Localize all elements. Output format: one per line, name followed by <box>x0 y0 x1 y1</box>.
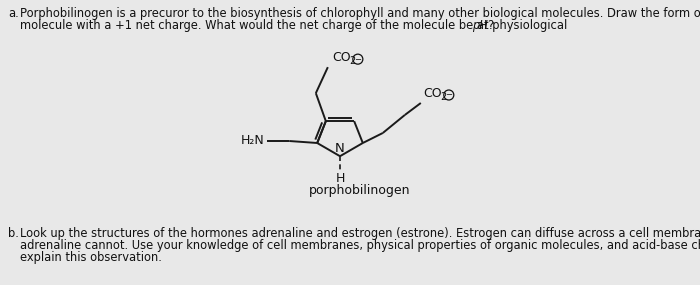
Text: Porphobilinogen is a precuror to the biosynthesis of chlorophyll and many other : Porphobilinogen is a precuror to the bio… <box>20 7 700 20</box>
Text: H₂N: H₂N <box>241 135 264 148</box>
Text: b.: b. <box>8 227 19 240</box>
Text: ?: ? <box>487 19 493 32</box>
Text: −: − <box>354 55 361 64</box>
Text: porphobilinogen: porphobilinogen <box>309 184 411 197</box>
Text: 2: 2 <box>349 56 355 66</box>
Text: CO: CO <box>423 87 442 100</box>
Text: CO: CO <box>332 51 351 64</box>
Text: molecule with a +1 net charge. What would the net charge of the molecule be at p: molecule with a +1 net charge. What woul… <box>20 19 567 32</box>
Text: H: H <box>335 172 344 185</box>
Text: pH: pH <box>472 19 488 32</box>
Text: −: − <box>445 91 452 99</box>
Text: a.: a. <box>8 7 19 20</box>
Text: explain this observation.: explain this observation. <box>20 251 162 264</box>
Text: 2: 2 <box>440 92 446 102</box>
Text: adrenaline cannot. Use your knowledge of cell membranes, physical properties of : adrenaline cannot. Use your knowledge of… <box>20 239 700 252</box>
Text: N: N <box>335 142 345 155</box>
Text: Look up the structures of the hormones adrenaline and estrogen (estrone). Estrog: Look up the structures of the hormones a… <box>20 227 700 240</box>
